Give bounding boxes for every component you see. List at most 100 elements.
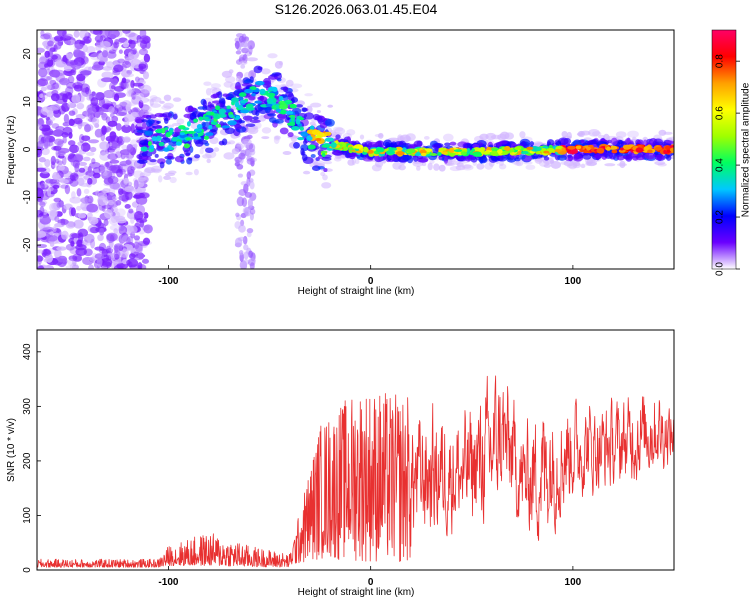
- spectral-blob: [154, 153, 159, 158]
- spectral-blob: [112, 182, 122, 191]
- spectral-blob: [122, 41, 129, 48]
- spectral-blob: [466, 147, 471, 154]
- spectral-blob: [321, 144, 330, 148]
- spectral-blob: [331, 150, 343, 156]
- spectral-blob: [39, 206, 45, 216]
- spectral-blob: [193, 118, 199, 123]
- spectral-blob: [231, 148, 240, 155]
- spectral-blob: [567, 154, 574, 162]
- spectral-blob: [132, 143, 138, 149]
- spectral-blob: [134, 210, 144, 221]
- spectral-blob: [87, 212, 93, 219]
- spectral-blob: [139, 172, 145, 179]
- spectral-blob: [519, 131, 526, 139]
- spectral-blob: [235, 115, 240, 120]
- spectral-blob: [185, 152, 190, 157]
- spectral-blob: [449, 141, 457, 146]
- spectral-blob: [619, 147, 624, 151]
- spectral-blob: [37, 197, 43, 203]
- snr-frame: [36, 329, 675, 571]
- spectral-blob: [238, 152, 246, 160]
- spectral-blob: [68, 206, 74, 217]
- spectral-blob: [247, 40, 256, 50]
- spectral-blob: [371, 164, 382, 172]
- spectral-blob: [155, 128, 163, 134]
- spectral-blob: [143, 224, 153, 234]
- snr-y-label: SNR (10 * v/v): [6, 418, 17, 482]
- spectral-blob: [112, 60, 121, 66]
- spectral-blob: [87, 107, 97, 115]
- spectral-blob: [201, 116, 210, 120]
- spectral-blob: [140, 155, 152, 161]
- spectral-blob: [69, 172, 79, 182]
- spectral-blob: [90, 238, 96, 249]
- spectral-blob: [188, 157, 193, 161]
- spectral-blob: [60, 218, 66, 226]
- spectral-blob: [237, 236, 246, 242]
- spectral-blob: [285, 79, 294, 87]
- spectral-blob: [306, 135, 313, 142]
- spectral-blob: [62, 30, 67, 37]
- spectral-blob: [52, 225, 57, 233]
- spectral-blob: [561, 147, 566, 152]
- spectral-blob: [374, 133, 384, 138]
- spectral-blob: [363, 147, 369, 153]
- spectral-blob: [126, 172, 133, 177]
- spectral-blob: [353, 144, 363, 149]
- spectral-blob: [115, 218, 127, 224]
- spectral-blob: [176, 118, 185, 125]
- spectral-blob: [406, 148, 416, 154]
- spectral-blob: [76, 73, 86, 82]
- spectral-blob: [632, 154, 639, 161]
- snr-x-label: Height of straight line (km): [298, 587, 415, 598]
- spectral-blob: [277, 112, 287, 121]
- spectral-blob: [57, 255, 67, 263]
- spectral-blob: [108, 239, 114, 249]
- colorbar-tick-label: 0.2: [715, 210, 726, 224]
- spectral-blob: [452, 160, 461, 165]
- y-tick-label: 10: [22, 96, 33, 108]
- spectrogram-plot-area: [37, 30, 674, 269]
- spectral-blob: [137, 177, 147, 182]
- spectral-blob: [514, 161, 522, 166]
- spectral-blob: [94, 246, 105, 251]
- spectral-blob: [109, 131, 117, 140]
- spectral-blob: [60, 184, 69, 189]
- colorbar-label: Normalized spectral amplitude: [741, 82, 750, 217]
- spectral-blob: [278, 103, 289, 110]
- spectral-blob: [147, 98, 157, 102]
- x-tick-label: 0: [368, 577, 374, 588]
- spectral-blob: [109, 112, 115, 119]
- spectral-blob: [265, 103, 273, 108]
- snr-x-ticks: -100 0 100: [158, 566, 582, 588]
- spectral-blob: [50, 155, 56, 166]
- spectral-blob: [237, 104, 244, 110]
- spectral-blob: [368, 141, 379, 148]
- spectral-blob: [608, 151, 617, 160]
- spectral-blob: [99, 141, 110, 150]
- spectral-blob: [199, 147, 204, 155]
- spectral-blob: [322, 174, 328, 181]
- spectral-blob: [572, 154, 584, 162]
- spectral-blob: [139, 30, 147, 39]
- spectral-blob: [72, 159, 80, 169]
- spectral-blob: [491, 147, 499, 151]
- spectral-blob: [73, 49, 82, 58]
- spectral-blob: [228, 69, 234, 74]
- spectral-blob: [55, 61, 67, 68]
- spectral-blob: [122, 73, 135, 78]
- spectral-blob: [71, 191, 76, 199]
- spectral-blob: [95, 44, 102, 51]
- spectral-blob: [88, 52, 99, 58]
- spectral-blob: [98, 166, 108, 174]
- spectral-blob: [148, 114, 157, 119]
- spectral-blob: [290, 115, 295, 122]
- spectral-blob: [257, 95, 268, 103]
- spectral-blob: [113, 249, 121, 259]
- spectral-blob: [113, 243, 124, 250]
- y-tick-label: 200: [22, 452, 33, 469]
- spectral-blob: [249, 119, 261, 124]
- spectral-blob: [249, 212, 254, 221]
- spectral-blob: [53, 42, 62, 50]
